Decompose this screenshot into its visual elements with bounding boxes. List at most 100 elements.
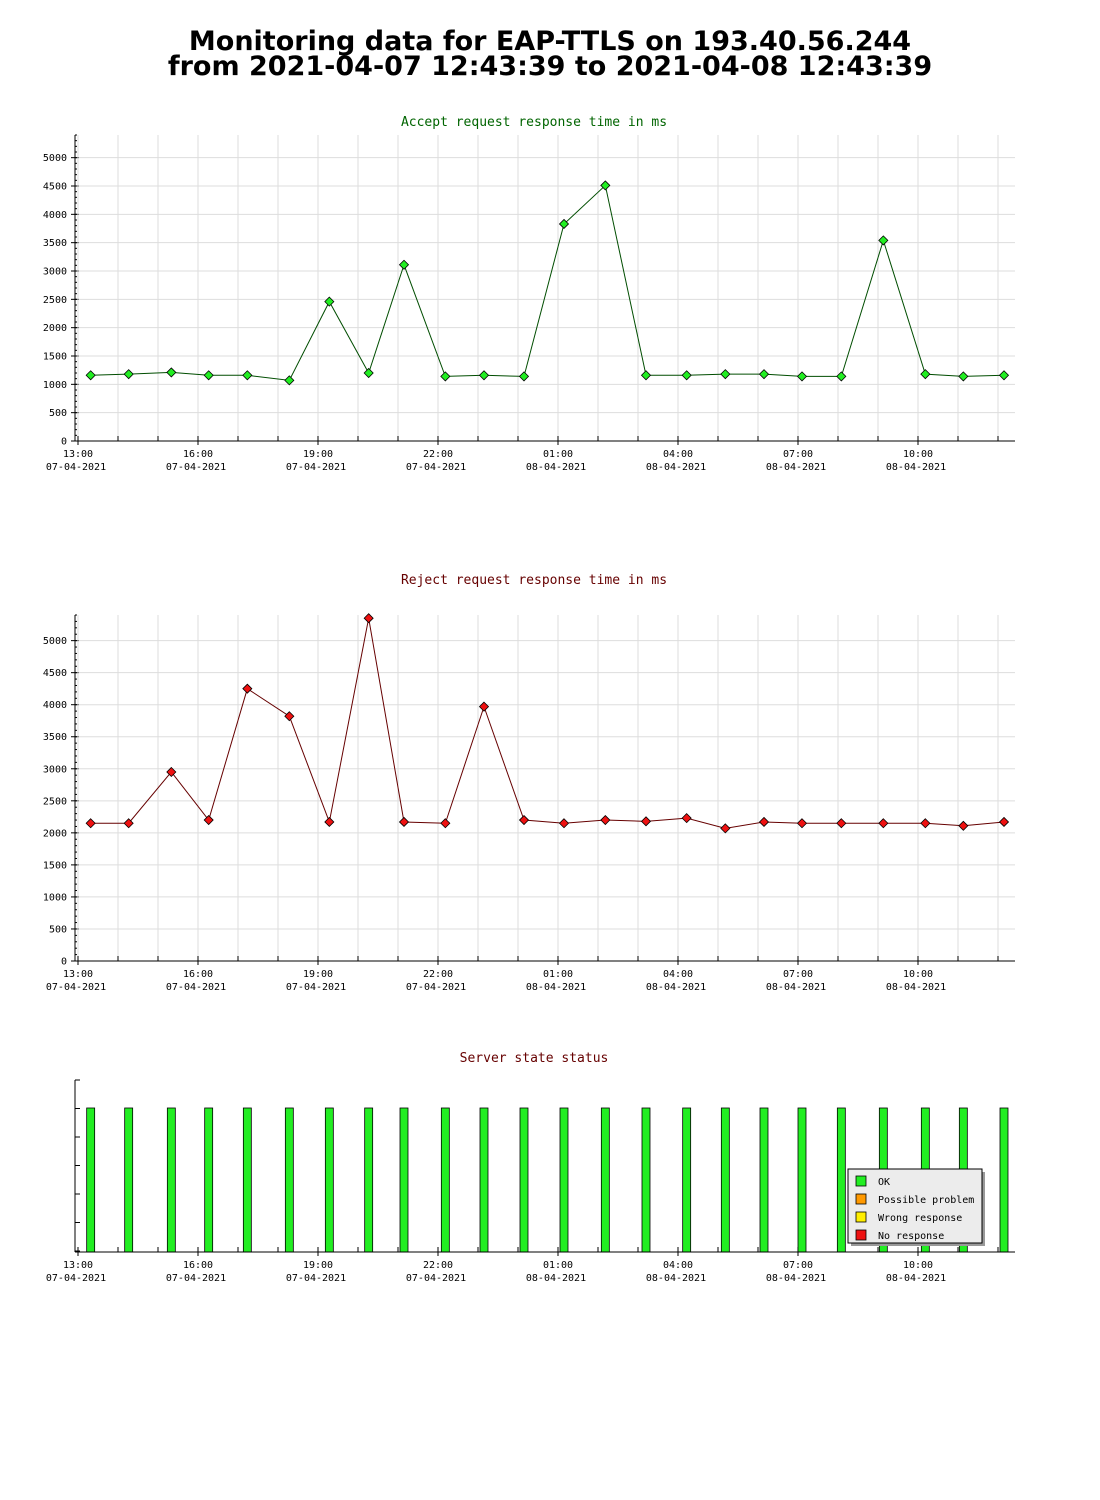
reject-response-chart: Reject request response time in ms 0 500 10… xyxy=(43,573,1015,993)
x-tick-label-time: 01:00 xyxy=(543,969,573,980)
x-tick-label-time: 19:00 xyxy=(303,969,333,980)
x-tick-label-date: 08-04-2021 xyxy=(886,982,946,993)
status-bar xyxy=(324,1107,334,1253)
data-point xyxy=(123,369,134,380)
x-tick-label-time: 16:00 xyxy=(183,449,213,460)
legend-label: Possible problem xyxy=(878,1195,974,1206)
data-point xyxy=(998,816,1010,828)
legend-label: Wrong response xyxy=(878,1213,962,1224)
data-point xyxy=(758,369,770,380)
y-tick-label: 5000 xyxy=(43,636,67,647)
x-tick-label-time: 19:00 xyxy=(303,449,333,460)
x-tick-label-date: 07-04-2021 xyxy=(166,462,226,473)
x-tick-label-date: 08-04-2021 xyxy=(646,1273,706,1284)
x-tick-label-date: 08-04-2021 xyxy=(646,462,706,473)
legend-swatch xyxy=(855,1193,867,1205)
x-tick-label-date: 08-04-2021 xyxy=(766,982,826,993)
data-point xyxy=(958,820,969,831)
data-point xyxy=(600,180,611,191)
x-tick-label-date: 07-04-2021 xyxy=(46,1273,106,1284)
data-point xyxy=(363,367,374,379)
status-bar xyxy=(836,1107,846,1253)
data-point xyxy=(203,370,214,381)
y-tick-label: 2000 xyxy=(43,323,67,334)
x-tick-label-time: 16:00 xyxy=(183,1260,213,1271)
status-bar xyxy=(86,1107,96,1253)
y-tick-label: 1000 xyxy=(43,380,67,391)
data-point xyxy=(242,683,253,694)
data-point xyxy=(720,369,731,380)
status-bar xyxy=(242,1107,252,1253)
data-point xyxy=(324,816,335,828)
status-bar xyxy=(759,1107,769,1253)
status-bar xyxy=(440,1107,450,1253)
x-tick-label-time: 04:00 xyxy=(663,969,693,980)
data-point xyxy=(558,818,570,829)
status-bar xyxy=(204,1107,214,1253)
y-tick-label: 4500 xyxy=(43,182,67,193)
accept-response-chart: Accept request response time in ms 0 500 10… xyxy=(43,115,1015,473)
y-tick-label: 3000 xyxy=(43,267,67,278)
data-point xyxy=(166,766,177,778)
status-bar xyxy=(682,1107,692,1253)
status-bar xyxy=(284,1107,294,1253)
x-tick-label-date: 08-04-2021 xyxy=(526,462,586,473)
data-point xyxy=(398,816,410,828)
x-tick-label-time: 10:00 xyxy=(903,449,933,460)
x-tick-label-date: 07-04-2021 xyxy=(286,462,346,473)
y-tick-label: 4500 xyxy=(43,668,67,679)
data-point xyxy=(920,818,931,829)
data-point xyxy=(681,813,692,824)
x-tick-label-time: 04:00 xyxy=(663,449,693,460)
x-tick-label-time: 13:00 xyxy=(63,449,93,460)
x-tick-label-date: 08-04-2021 xyxy=(526,1273,586,1284)
x-tick-label-time: 01:00 xyxy=(543,1260,573,1271)
x-tick-label-date: 07-04-2021 xyxy=(46,462,106,473)
x-tick-label-date: 08-04-2021 xyxy=(766,1273,826,1284)
y-tick-label: 2000 xyxy=(43,828,67,839)
x-tick-label-time: 13:00 xyxy=(63,1260,93,1271)
x-tick-label-time: 10:00 xyxy=(903,1260,933,1271)
x-tick-label-time: 07:00 xyxy=(783,449,813,460)
data-point xyxy=(796,371,808,382)
data-point xyxy=(85,370,96,381)
data-point xyxy=(85,818,96,829)
y-tick-label: 1500 xyxy=(43,352,67,363)
y-tick-label: 3500 xyxy=(43,238,67,249)
status-bar xyxy=(364,1107,374,1253)
status-bar xyxy=(797,1107,807,1253)
x-tick-label-date: 08-04-2021 xyxy=(886,1273,946,1284)
x-tick-label-time: 22:00 xyxy=(423,1260,453,1271)
data-point xyxy=(920,369,931,380)
data-point xyxy=(758,816,770,828)
x-tick-label-date: 07-04-2021 xyxy=(46,982,106,993)
data-point xyxy=(720,823,731,834)
x-tick-label-time: 22:00 xyxy=(423,969,453,980)
x-tick-label-date: 07-04-2021 xyxy=(406,1273,466,1284)
status-bar xyxy=(399,1107,409,1253)
y-tick-label: 2500 xyxy=(43,295,67,306)
series-line xyxy=(90,618,1005,829)
status-bar xyxy=(124,1107,134,1253)
x-tick-label-time: 16:00 xyxy=(183,969,213,980)
x-tick-label-time: 19:00 xyxy=(303,1260,333,1271)
y-tick-label: 1500 xyxy=(43,860,67,871)
status-bar xyxy=(559,1107,569,1253)
y-tick-label: 1000 xyxy=(43,892,67,903)
y-tick-label: 3500 xyxy=(43,732,67,743)
chart-title: Server state status xyxy=(460,1051,609,1066)
series-line xyxy=(90,184,1005,381)
y-tick-label: 500 xyxy=(49,924,67,935)
status-bar xyxy=(999,1107,1009,1253)
data-point xyxy=(478,370,490,381)
data-point xyxy=(478,701,490,712)
data-point xyxy=(681,370,692,381)
data-point xyxy=(166,367,177,378)
x-tick-label-date: 07-04-2021 xyxy=(286,982,346,993)
data-point xyxy=(324,296,335,307)
data-point xyxy=(600,814,611,826)
data-point xyxy=(518,814,530,826)
data-point xyxy=(203,814,214,826)
status-bar xyxy=(166,1107,176,1253)
data-point xyxy=(958,371,969,382)
